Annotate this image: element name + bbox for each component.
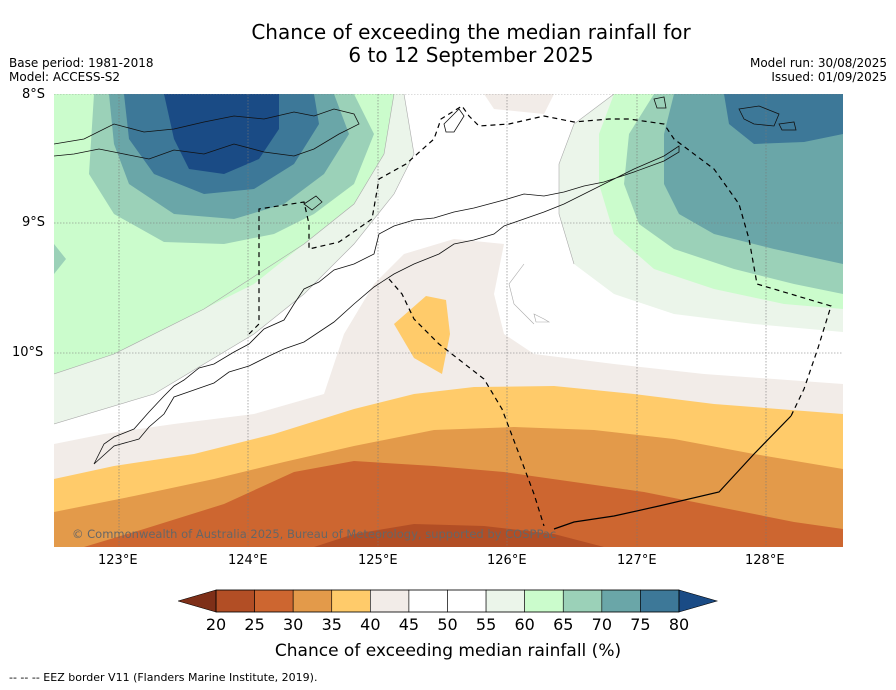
colorbar-tick-label: 40 [360, 615, 381, 634]
model-run: Model run: 30/08/2025 [749, 56, 887, 70]
colorbar-cell [370, 589, 410, 613]
meta-right: Model run: 30/08/2025 Issued: 01/09/2025 [750, 56, 887, 84]
colorbar-tick-label: 60 [514, 615, 535, 634]
colorbar-tick-label: 45 [398, 615, 420, 634]
base-period: Base period: 1981-2018 [9, 56, 154, 70]
colorbar [178, 589, 719, 613]
colorbar-tick-label: 80 [668, 615, 690, 634]
colorbar-cells [215, 589, 680, 613]
colorbar-tick-label: 70 [591, 615, 612, 634]
contour-lines [54, 94, 615, 425]
copyright-text: © Commonwealth of Australia 2025, Bureau… [72, 527, 556, 541]
colorbar-cell [485, 589, 525, 613]
graticule [54, 94, 843, 547]
coast-islet-2 [738, 105, 780, 127]
lon-label-124e: 124°E [228, 553, 268, 568]
band-25-30 [84, 461, 843, 547]
colorbar-cell [254, 589, 294, 613]
colorbar-cell [524, 589, 564, 613]
lon-label-126e: 126°E [487, 553, 527, 568]
model-name: Model: ACCESS-S2 [9, 70, 121, 84]
colorbar-title: Chance of exceeding median rainfall (%) [274, 641, 622, 661]
rainfall-map: © Commonwealth of Australia 2025, Bureau… [54, 94, 843, 547]
map-title-line2: 6 to 12 September 2025 [348, 43, 594, 67]
band-20-25 [314, 524, 604, 547]
meta-left: Base period: 1981-2018 Model: ACCESS-S2 [9, 56, 154, 84]
band-40-45-north [484, 94, 554, 114]
coast-islet-1 [653, 96, 667, 109]
colorbar-cell [215, 589, 255, 613]
colorbar-cell [331, 589, 371, 613]
colorbar-over-arrow [678, 589, 719, 613]
colorbar-tick-label: 25 [244, 615, 265, 634]
colorbar-cell [447, 589, 487, 613]
lon-label-123e: 123°E [98, 553, 138, 568]
coast-islet-3 [778, 121, 797, 131]
colorbar-tick-label: 20 [205, 615, 227, 634]
colorbar-tick-label: 30 [282, 615, 304, 634]
colorbar-ticks: 20 25 30 35 40 45 50 55 60 65 70 75 80 [0, 615, 896, 635]
colorbar-tick-label: 75 [630, 615, 651, 634]
colorbar-cell [640, 589, 680, 613]
lon-label-127e: 127°E [617, 553, 657, 568]
eez-border [248, 105, 832, 530]
coast-wetar [443, 108, 465, 133]
footnote: -- -- -- EEZ border V11 (Flanders Marine… [9, 671, 318, 684]
colorbar-under-arrow [178, 589, 217, 613]
colorbar-cell [292, 589, 333, 613]
lon-label-128e: 128°E [745, 553, 785, 568]
colorbar-cell [408, 589, 448, 613]
lat-label-8s: 8°S [22, 87, 46, 102]
colorbar-cell [562, 589, 603, 613]
band-over-80-west [164, 94, 279, 174]
coastlines [54, 96, 797, 465]
band-35-40-blob [394, 296, 450, 374]
coast-alor [303, 195, 323, 211]
colorbar-tick-label: 35 [321, 615, 342, 634]
lat-label-9s: 9°S [22, 215, 46, 230]
lon-label-125e: 125°E [358, 553, 398, 568]
colorbar-tick-label: 65 [553, 615, 574, 634]
map-title-line1: Chance of exceeding the median rainfall … [251, 20, 691, 44]
colorbar-tick-label: 50 [437, 615, 458, 634]
colorbar-tick-label: 55 [475, 615, 497, 634]
coast-flores [54, 108, 360, 160]
issued-date: Issued: 01/09/2025 [771, 70, 887, 84]
band-65-70-west-edge [54, 244, 66, 274]
lat-label-10s: 10°S [12, 345, 44, 360]
colorbar-cell [601, 589, 641, 613]
coast-timor [93, 145, 680, 465]
